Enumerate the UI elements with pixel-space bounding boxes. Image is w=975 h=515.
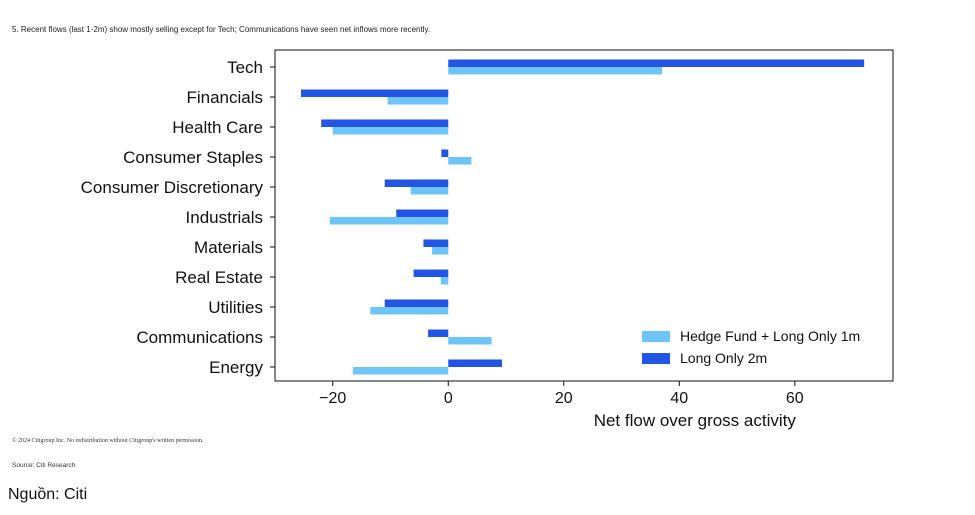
x-axis-ticks: −20 0 20 40 60 [319,381,804,407]
bar-tech-hf-long-only-1m [448,67,662,75]
bar-health-care-hf-long-only-1m [332,127,449,135]
bar-real-estate-long-only-2m [413,269,449,277]
bar-consumer-discretionary-long-only-2m [384,179,449,187]
category-label: Real Estate [175,268,263,287]
category-label: Industrials [186,208,263,227]
x-tick-label: 20 [555,390,573,407]
x-axis-label: Net flow over gross activity [594,411,797,430]
category-label: Communications [136,328,263,347]
bar-materials-long-only-2m [423,239,449,247]
bar-utilities-hf-long-only-1m [370,307,449,315]
chart-headline: 5. Recent flows (last 1-2m) show mostly … [12,25,431,34]
x-tick-label: 40 [670,390,688,407]
category-label: Financials [186,88,263,107]
bar-tech-long-only-2m [448,59,865,67]
bar-consumer-discretionary-hf-long-only-1m [410,187,449,195]
bar-communications-long-only-2m [428,329,449,337]
bars-layer [300,59,865,375]
bar-real-estate-hf-long-only-1m [440,277,449,285]
bar-chart: Tech Financials Health Care Consumer Staple… [81,49,894,430]
category-label: Tech [227,58,263,77]
category-label: Utilities [208,298,263,317]
legend-swatch-hf-long-only-1m [642,331,670,342]
category-label: Materials [194,238,263,257]
copyright-note: © 2024 Citigroup Inc. No redistribution … [12,438,204,444]
bar-energy-hf-long-only-1m [352,367,449,375]
bar-consumer-staples-hf-long-only-1m [448,157,472,165]
legend: Hedge Fund + Long Only 1m Long Only 2m [642,328,860,366]
category-label: Consumer Staples [123,148,263,167]
bar-industrials-hf-long-only-1m [329,217,449,225]
legend-swatch-long-only-2m [642,353,670,364]
category-label: Health Care [172,118,263,137]
category-label: Consumer Discretionary [81,178,264,197]
bar-financials-long-only-2m [300,89,449,97]
x-tick-label: 0 [444,390,453,407]
x-tick-label: −20 [319,390,346,407]
bar-materials-hf-long-only-1m [432,247,449,255]
bar-communications-hf-long-only-1m [448,337,492,345]
bar-utilities-long-only-2m [384,299,449,307]
plot-frame [274,49,894,382]
category-labels: Tech Financials Health Care Consumer Staple… [81,58,275,377]
bar-financials-hf-long-only-1m [387,97,449,105]
bar-health-care-long-only-2m [321,119,449,127]
legend-label-hf-long-only-1m: Hedge Fund + Long Only 1m [680,328,860,344]
image-credit: Nguồn: Citi [8,486,88,503]
source-note: Source: Citi Research [12,462,76,469]
bar-consumer-staples-long-only-2m [441,149,449,157]
bar-energy-long-only-2m [448,359,502,367]
category-label: Energy [209,358,263,377]
x-tick-label: 60 [786,390,804,407]
bar-industrials-long-only-2m [396,209,449,217]
legend-label-long-only-2m: Long Only 2m [680,350,767,366]
